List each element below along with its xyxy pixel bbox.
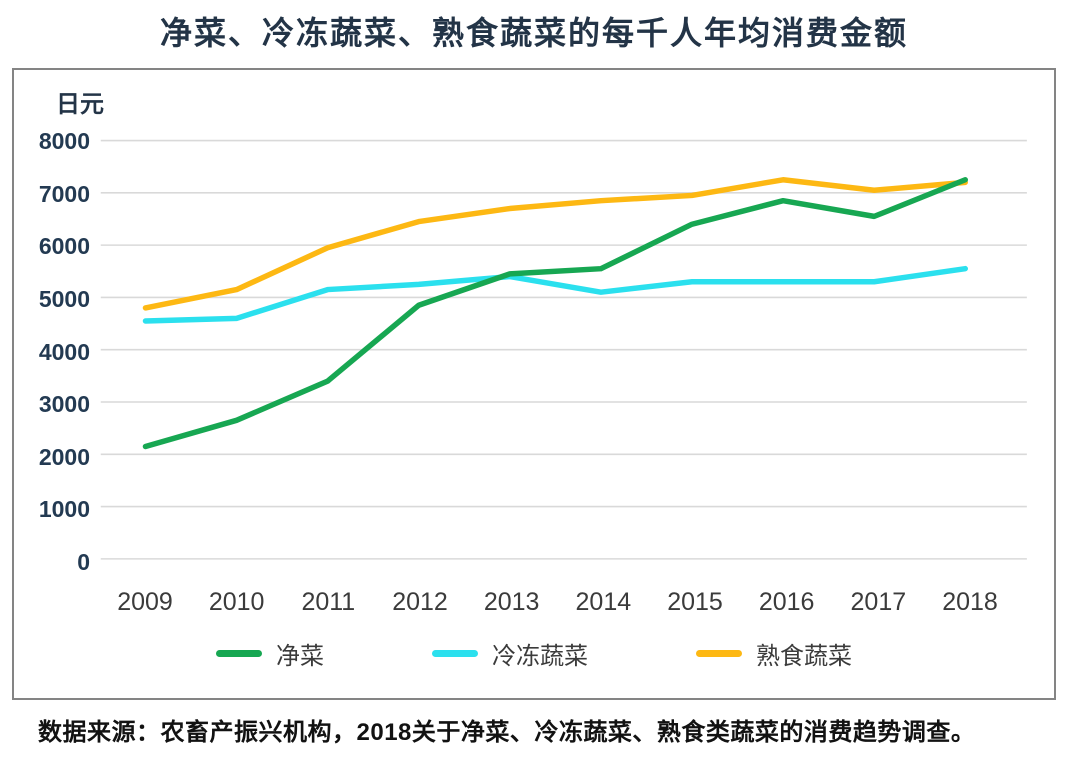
- y-tick-label: 4000: [38, 338, 90, 365]
- x-tick-label: 2012: [392, 588, 448, 616]
- chart-title: 净菜、冷冻蔬菜、熟食蔬菜的每千人年均消费金额: [159, 15, 908, 51]
- x-tick-label: 2015: [667, 588, 723, 616]
- y-tick-label: 8000: [38, 128, 90, 154]
- series-line-冷冻蔬菜: [142, 265, 968, 324]
- legend-label: 熟食蔬菜: [756, 643, 852, 670]
- series-line-熟食蔬菜: [142, 177, 968, 311]
- y-tick-label: 2000: [38, 443, 90, 470]
- series-line-净菜: [142, 177, 968, 450]
- y-tick-label: 0: [77, 549, 90, 575]
- x-tick-label: 2017: [850, 588, 907, 616]
- legend-swatch-icon: [216, 650, 262, 657]
- legend-label: 冷冻蔬菜: [492, 643, 588, 670]
- legend-swatch-icon: [696, 650, 742, 657]
- x-tick-label: 2011: [301, 588, 356, 616]
- y-tick-label: 3000: [38, 391, 90, 418]
- legend-label: 净菜: [276, 643, 324, 670]
- y-tick-label: 1000: [38, 496, 90, 523]
- legend-item: 冷冻蔬菜: [432, 636, 588, 671]
- legend-item: 净菜: [216, 636, 324, 671]
- x-tick-label: 2013: [483, 588, 540, 616]
- y-tick-label: 6000: [38, 233, 90, 260]
- source-note: 数据来源：农畜产振兴机构，2018关于净菜、冷冻蔬菜、熟食类蔬菜的消费趋势调查。: [38, 719, 976, 746]
- x-tick-label: 2016: [758, 588, 815, 616]
- x-tick-label: 2010: [208, 588, 265, 616]
- x-tick-label: 2014: [575, 588, 632, 616]
- chart-frame: 日元 0 1000 2000 3000 4000 5000 6000 7000 8000 200…: [12, 68, 1056, 700]
- legend-item: 熟食蔬菜: [696, 636, 852, 671]
- legend-swatch-icon: [432, 650, 478, 657]
- x-tick-label: 2009: [117, 588, 173, 616]
- y-axis-unit-label: 日元: [56, 91, 104, 118]
- legend: 净菜 冷冻蔬菜 熟食蔬菜: [14, 636, 1054, 671]
- y-tick-label: 7000: [38, 180, 90, 207]
- line-plot: [100, 139, 1027, 560]
- x-tick-label: 2018: [942, 588, 998, 616]
- y-tick-label: 5000: [38, 285, 90, 312]
